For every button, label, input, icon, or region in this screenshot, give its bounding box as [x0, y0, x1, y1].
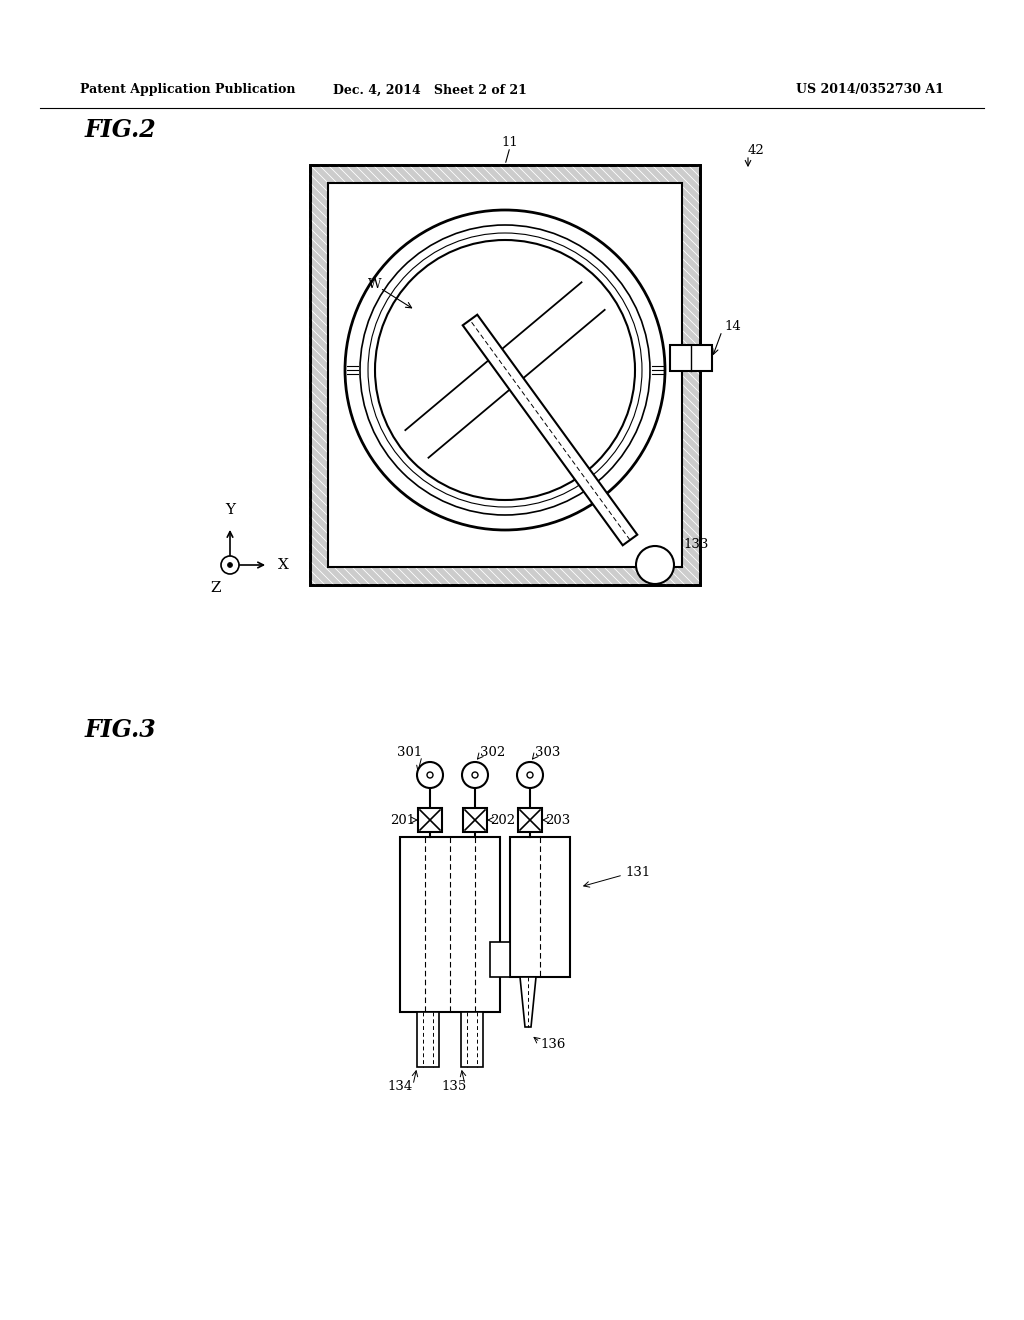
Bar	[510, 837, 570, 977]
Bar	[463, 808, 487, 832]
Text: 302: 302	[480, 747, 505, 759]
Text: 135: 135	[441, 1081, 467, 1093]
Text: 14: 14	[724, 321, 740, 334]
Text: 136: 136	[540, 1039, 565, 1052]
Text: Patent Application Publication: Patent Application Publication	[80, 83, 296, 96]
Text: 12: 12	[640, 189, 656, 202]
Circle shape	[417, 762, 443, 788]
Circle shape	[636, 546, 674, 583]
Text: 202: 202	[490, 813, 515, 826]
Text: 301: 301	[396, 747, 422, 759]
Polygon shape	[520, 977, 536, 1027]
Circle shape	[221, 556, 239, 574]
Text: 134: 134	[388, 1081, 413, 1093]
Text: 201: 201	[390, 813, 415, 826]
Circle shape	[517, 762, 543, 788]
Circle shape	[227, 562, 232, 568]
Bar	[518, 808, 542, 832]
Circle shape	[375, 240, 635, 500]
Text: 121 122: 121 122	[473, 194, 527, 207]
Text: 131: 131	[625, 866, 650, 879]
Bar	[670, 345, 712, 371]
Bar	[418, 808, 442, 832]
Text: 42: 42	[748, 144, 765, 157]
Circle shape	[527, 772, 534, 777]
Bar	[400, 837, 500, 1012]
Bar	[490, 942, 510, 977]
Text: 303: 303	[535, 747, 560, 759]
Circle shape	[472, 772, 478, 777]
Text: X: X	[278, 558, 289, 572]
Polygon shape	[463, 314, 637, 545]
Text: Dec. 4, 2014   Sheet 2 of 21: Dec. 4, 2014 Sheet 2 of 21	[333, 83, 527, 96]
Bar	[310, 165, 700, 585]
Text: W: W	[369, 279, 382, 292]
Circle shape	[427, 772, 433, 777]
Text: 11: 11	[502, 136, 518, 149]
Text: US 2014/0352730 A1: US 2014/0352730 A1	[796, 83, 944, 96]
Circle shape	[462, 762, 488, 788]
Text: 132: 132	[585, 393, 610, 407]
Text: Y: Y	[225, 503, 234, 517]
Text: FIG.2: FIG.2	[85, 117, 157, 143]
Text: 131: 131	[333, 553, 358, 566]
Text: 13: 13	[526, 524, 544, 536]
Text: Z: Z	[211, 581, 221, 595]
Text: 133: 133	[683, 539, 709, 552]
Bar	[310, 165, 700, 585]
Bar	[328, 183, 682, 568]
Text: 203: 203	[545, 813, 570, 826]
Text: FIG.3: FIG.3	[85, 718, 157, 742]
Bar	[417, 1012, 439, 1067]
Bar	[461, 1012, 483, 1067]
